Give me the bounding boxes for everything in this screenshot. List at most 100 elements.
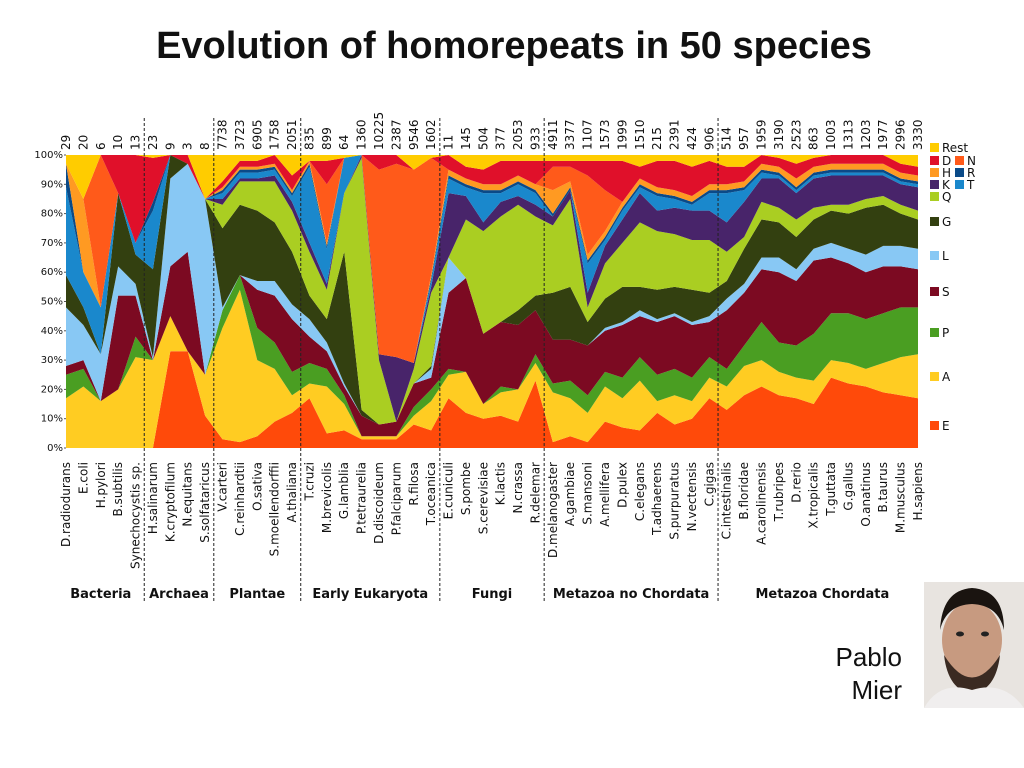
count-label: 899 (320, 127, 334, 150)
legend-swatch (930, 168, 939, 177)
legend-label: T (966, 178, 975, 192)
x-tick-label: X.tropicalis (807, 462, 821, 529)
legend-label: P (942, 326, 949, 340)
x-tick-label: H.sapiens (911, 462, 925, 520)
count-label: 1360 (355, 119, 369, 150)
x-tick-label: T.adhaerens (650, 462, 664, 536)
count-label: 2996 (894, 119, 908, 150)
x-tick-label: S.purpuratus (668, 462, 682, 540)
count-label: 835 (302, 127, 316, 150)
x-tick-label: A.thaliana (285, 462, 299, 522)
x-tick-label: R.delemar (528, 462, 542, 523)
x-tick-label: M.musculus (894, 462, 908, 533)
legend-label: S (942, 285, 950, 299)
count-label: 1003 (824, 119, 838, 150)
count-label: 145 (459, 127, 473, 150)
group-label: Archaea (149, 587, 209, 602)
count-label: 64 (337, 135, 351, 150)
count-label: 504 (476, 127, 490, 150)
presenter-last: Mier (851, 675, 902, 705)
x-tick-label: B.subtilis (111, 462, 125, 516)
count-label: 1313 (841, 119, 855, 150)
count-label: 13 (129, 135, 143, 150)
legend-swatch (930, 251, 939, 260)
area (66, 155, 918, 364)
count-label: 23 (146, 135, 160, 150)
group-label: Metazoa Chordata (755, 587, 889, 602)
x-tick-label: A.carolinensis (755, 462, 769, 545)
count-label: 215 (650, 127, 664, 150)
x-tick-label: N.crassa (511, 462, 525, 514)
count-label: 2051 (285, 119, 299, 150)
x-tick-label: R.filosa (407, 462, 421, 506)
area (66, 275, 918, 437)
count-label: 3 (181, 142, 195, 150)
count-label: 377 (494, 127, 508, 150)
legend-swatch (930, 421, 939, 430)
count-label: 10225 (372, 112, 386, 150)
count-label: 3330 (911, 119, 925, 150)
x-tick-label: S.cerevisiae (476, 462, 490, 534)
legend-label: K (942, 178, 951, 192)
legend-label: D (942, 154, 951, 168)
x-tick-label: S.mansoni (581, 462, 595, 525)
x-tick-label: V.carteri (215, 462, 229, 512)
y-tick-label: 10% (41, 414, 63, 425)
group-label: Early Eukaryota (312, 587, 428, 602)
x-tick-label: K.lactis (494, 462, 508, 505)
legend-swatch (930, 192, 939, 201)
y-tick-label: 0% (47, 443, 63, 454)
count-label: 1602 (424, 119, 438, 150)
x-tick-label: S.pombe (459, 462, 473, 515)
legend-swatch (955, 168, 964, 177)
legend-label: G (942, 215, 951, 229)
x-tick-label: O.anatinus (859, 462, 873, 527)
x-tick-label: B.floridae (737, 462, 751, 520)
x-tick-label: G.lamblia (337, 462, 351, 519)
x-tick-label: M.brevicolis (320, 462, 334, 533)
x-tick-label: C.reinhardtii (233, 462, 247, 536)
area (66, 155, 918, 422)
x-tick-label: A.mellifera (598, 462, 612, 527)
legend-swatch (930, 217, 939, 226)
count-label: 933 (528, 127, 542, 150)
x-tick-label: T.rubripes (772, 462, 786, 522)
count-label: 4911 (546, 119, 560, 150)
x-tick-label: T.cruzi (302, 462, 316, 502)
x-tick-label: Synechocystis sp. (129, 462, 143, 569)
x-tick-label: T.oceanica (424, 462, 438, 526)
legend-label: N (967, 154, 976, 168)
count-label: 514 (720, 127, 734, 150)
x-tick-label: O.sativa (250, 462, 264, 511)
area (66, 155, 918, 199)
count-label: 1573 (598, 119, 612, 150)
count-label: 2053 (511, 119, 525, 150)
area (66, 155, 918, 243)
x-tick-label: T.guttata (824, 462, 838, 517)
x-tick-label: C.gigas (702, 462, 716, 506)
legend-swatch (930, 372, 939, 381)
x-tick-label: H.salinarum (146, 462, 160, 534)
group-label: Fungi (472, 587, 513, 602)
count-label: 2523 (789, 119, 803, 150)
plot: 0% 10% 20% 30% 40% 50% 60% 70% 80% 90% 100% D.radio… (34, 112, 976, 602)
legend-label: L (942, 249, 949, 263)
legend-swatch (930, 143, 939, 152)
x-tick-label: D.discoideum (372, 462, 386, 544)
legend-label: Q (942, 190, 951, 204)
count-label: 1959 (755, 119, 769, 150)
x-tick-label: D.radiodurans (59, 462, 73, 547)
count-label: 2387 (389, 119, 403, 150)
x-tick-label: P.tetraurelia (355, 462, 369, 534)
group-label: Metazoa no Chordata (553, 587, 709, 602)
legend-label: A (942, 370, 951, 384)
x-tick-label: C.intestinalis (720, 462, 734, 539)
area (66, 251, 918, 437)
count-label: 1977 (876, 119, 890, 150)
y-tick-label: 40% (41, 326, 63, 337)
count-label: 1758 (268, 119, 282, 150)
count-label: 424 (685, 127, 699, 150)
x-tick-label: S.solfataricus (198, 462, 212, 543)
y-tick-label: 60% (41, 267, 63, 278)
x-tick-label: B.taurus (876, 462, 890, 513)
